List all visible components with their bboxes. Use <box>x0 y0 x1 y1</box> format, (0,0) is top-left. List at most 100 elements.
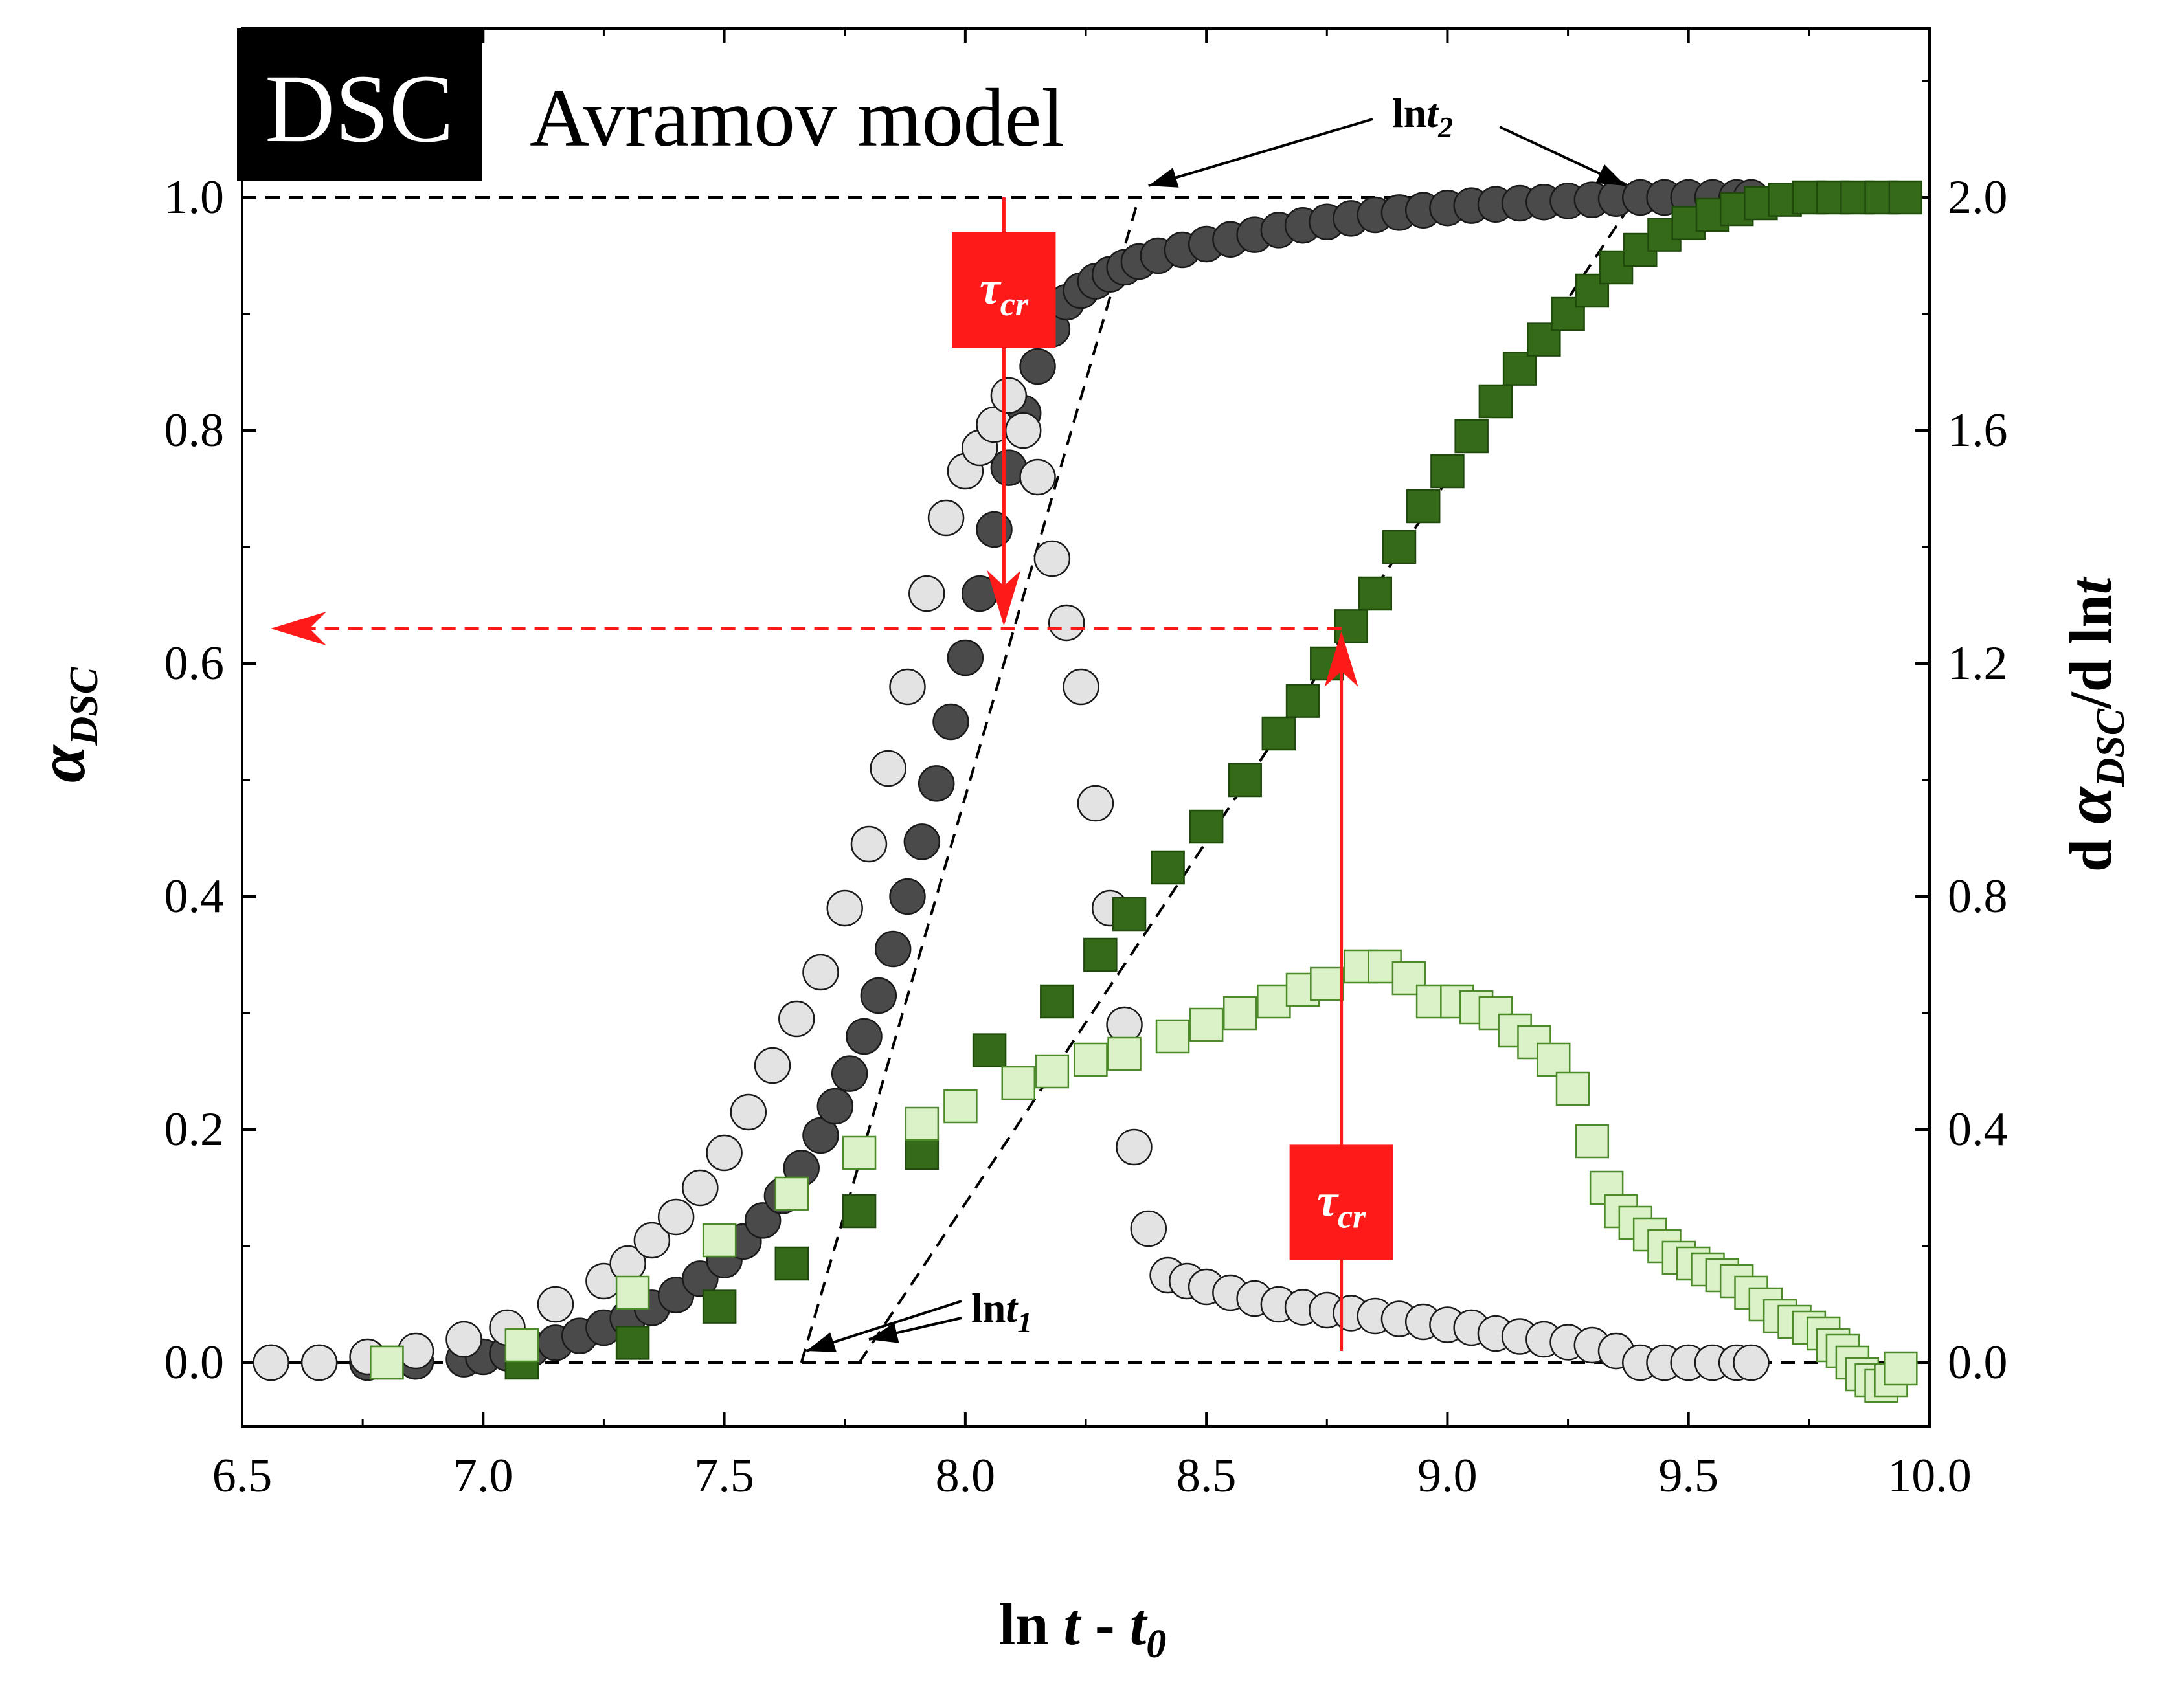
series-3-point <box>1223 996 1257 1031</box>
series-0-point <box>903 823 941 860</box>
series-1-point <box>754 1047 791 1084</box>
series-3-point <box>1391 961 1426 996</box>
tau-right-label: τcr <box>1317 1174 1366 1235</box>
series-1-point <box>706 1134 743 1172</box>
lnt2-arrow-left-head <box>1148 168 1179 188</box>
dsc-badge-box <box>237 28 482 181</box>
series-2-point <box>1454 419 1489 454</box>
series-1-point <box>850 825 888 863</box>
series-3-point <box>1155 1019 1190 1054</box>
series-0-point <box>802 1117 839 1154</box>
series-2-point <box>1358 576 1392 611</box>
series-3-point <box>1884 1351 1918 1386</box>
series-3-point <box>943 1089 978 1124</box>
series-3-point <box>1001 1066 1036 1100</box>
series-3-point <box>905 1106 940 1141</box>
series-0-point <box>816 1088 854 1125</box>
x-tick-label: 7.0 <box>453 1449 513 1502</box>
lnt2-arrow-left-line <box>1148 118 1373 187</box>
series-0-point <box>846 1018 883 1055</box>
series-1-point <box>633 1222 671 1259</box>
series-0-point <box>889 878 926 915</box>
tau-right-arrowhead <box>1324 631 1358 687</box>
series-3-point <box>1189 1007 1224 1042</box>
series-2-point <box>1502 352 1537 386</box>
series-2-point <box>1430 454 1465 489</box>
series-3-point <box>1035 1054 1070 1089</box>
series-3-point <box>1074 1042 1108 1077</box>
series-3-point <box>615 1275 650 1310</box>
series-0-point <box>976 511 1013 548</box>
y-right-tick-label: 0.8 <box>1948 870 2008 923</box>
chart-title: Avramov model <box>530 72 1064 164</box>
x-axis-title: ln t - t0 <box>999 1591 1167 1666</box>
y-right-tick-label: 0.4 <box>1948 1103 2008 1156</box>
series-3-point <box>774 1176 809 1211</box>
series-2-point <box>842 1194 877 1229</box>
y-axis-left-title: αDSC <box>25 667 106 783</box>
series-1-point <box>908 575 945 612</box>
series-1-point <box>1733 1344 1770 1381</box>
series-1-point <box>1116 1128 1153 1166</box>
series-0-point <box>947 639 984 676</box>
series-1-point <box>778 1000 815 1038</box>
series-3-point <box>842 1135 877 1170</box>
y-right-tick-label: 1.2 <box>1948 637 2008 690</box>
lnt2-label: lnt2 <box>1392 90 1453 144</box>
axis-ticks: 6.5 7.0 7.5 8.0 8.5 9.0 9.5 10.0 0.0 0.2 0.4 0.6 0.8… <box>164 28 2008 1502</box>
series-1-point <box>1063 668 1099 706</box>
x-tick-label: 8.0 <box>936 1449 996 1502</box>
series-3-point <box>1107 1036 1142 1071</box>
lnt1-arrow-b-head <box>868 1322 899 1343</box>
series-1-point <box>802 954 839 991</box>
x-tick-label: 9.0 <box>1417 1449 1478 1502</box>
tangent-line-circles <box>800 197 1140 1363</box>
series-1-point <box>537 1286 574 1323</box>
series-0-point <box>874 930 912 968</box>
series-1-point <box>730 1093 767 1131</box>
series-2-point <box>1382 530 1417 564</box>
tau-left-arrowhead <box>987 570 1021 626</box>
series-1-point <box>826 889 863 927</box>
series-2-point <box>905 1135 940 1170</box>
series-2-point <box>1083 937 1118 972</box>
series-2-point <box>1040 984 1074 1019</box>
guide-lines <box>242 196 1930 1364</box>
series-1-point <box>1004 412 1042 449</box>
series-0-point <box>860 977 897 1014</box>
series-1-point <box>657 1198 695 1236</box>
lnt1-label: lnt1 <box>971 1285 1032 1339</box>
series-0-point <box>831 1055 868 1092</box>
series-2-point <box>615 1326 650 1360</box>
series-2-point <box>1112 897 1147 932</box>
series-1-point <box>682 1169 719 1207</box>
alpha-cross-arrowhead <box>271 612 326 645</box>
series-1-point <box>300 1344 338 1381</box>
series-1-point <box>1033 540 1071 577</box>
series-2-point <box>1151 850 1185 885</box>
y-left-tick-label: 0.0 <box>164 1336 225 1389</box>
lnt2-arrow-right-head <box>1595 164 1626 186</box>
tau-right-box <box>1289 1144 1393 1260</box>
tau-left-box <box>952 232 1056 348</box>
series-1-point <box>927 499 965 537</box>
series-3-point <box>1555 1071 1590 1106</box>
series-2-point <box>1406 489 1441 524</box>
series-0-point <box>918 765 955 802</box>
y-right-tick-label: 1.6 <box>1948 404 2008 457</box>
series-3-point <box>1575 1124 1610 1159</box>
series-2-point <box>1478 384 1513 419</box>
y-axis-right-title: d αDSC/d lnt <box>2051 576 2133 872</box>
dsc-badge-label: DSC <box>265 55 454 162</box>
series-3-point <box>702 1223 737 1258</box>
series-3-point <box>1257 984 1291 1019</box>
y-left-tick-label: 0.8 <box>164 404 225 457</box>
series-2-point <box>1261 716 1296 751</box>
series-2-point <box>774 1246 809 1281</box>
series-1-point <box>1077 785 1114 822</box>
y-left-tick-label: 0.6 <box>164 637 225 690</box>
series-1-point <box>445 1321 482 1358</box>
y-left-tick-label: 0.4 <box>164 870 225 923</box>
